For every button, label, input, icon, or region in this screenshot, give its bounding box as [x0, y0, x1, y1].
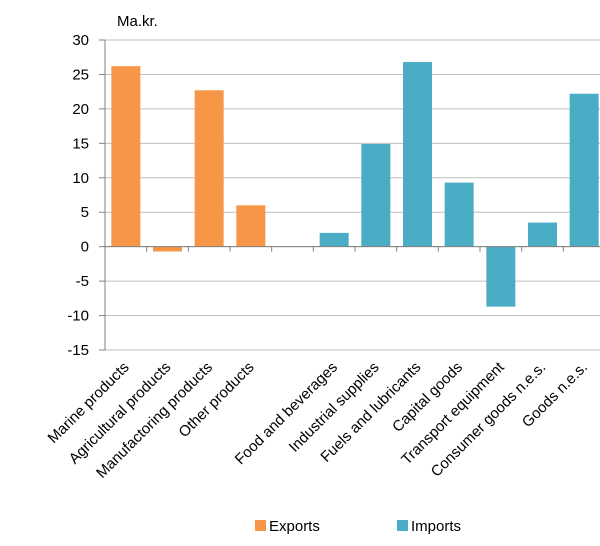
y-tick-label: 10	[72, 170, 89, 187]
x-tick-label: Other products	[175, 359, 257, 441]
y-tick-label: 15	[72, 135, 89, 152]
gridlines	[105, 39, 600, 351]
y-tick-label: -5	[76, 273, 89, 290]
bar	[569, 93, 599, 247]
y-tick-label: 0	[81, 239, 89, 256]
bar	[486, 246, 516, 307]
bar	[236, 205, 266, 247]
legend-swatch	[397, 520, 408, 531]
legend-swatch	[255, 520, 266, 531]
y-tick-label: 5	[81, 204, 89, 221]
y-tick-label: 20	[72, 101, 89, 118]
bar	[319, 232, 349, 247]
axes	[99, 39, 600, 351]
legend-label: Imports	[411, 518, 461, 535]
bar	[153, 246, 182, 252]
y-axis-label: Ma.kr.	[117, 13, 158, 30]
y-tick-label: -10	[67, 308, 89, 325]
bars	[111, 62, 599, 307]
bar	[444, 182, 474, 247]
bar	[361, 144, 391, 247]
y-tick-label: 30	[72, 32, 89, 49]
y-tick-label: -15	[67, 342, 89, 359]
bar	[111, 66, 141, 247]
bar	[528, 222, 557, 247]
y-tick-label: 25	[72, 66, 89, 83]
bar	[194, 90, 224, 247]
legend: Exports Imports	[255, 518, 461, 535]
bar	[403, 62, 432, 247]
legend-label: Exports	[269, 518, 320, 535]
